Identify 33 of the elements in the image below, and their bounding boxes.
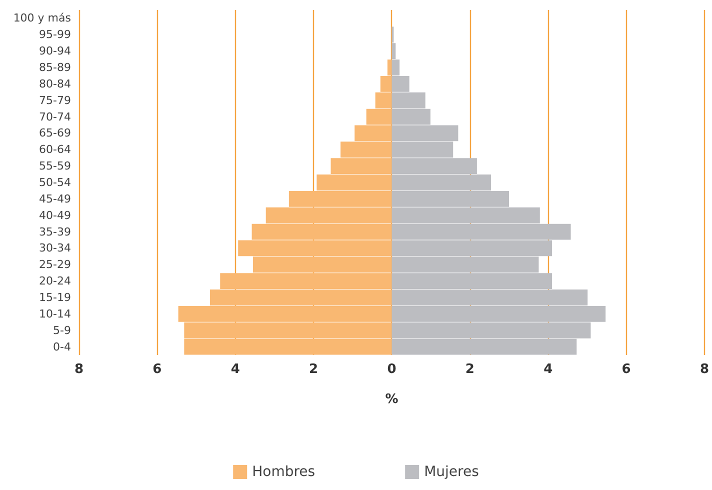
y-tick-label: 65-69 [39,126,71,140]
x-tick-label: 2 [309,362,318,377]
y-tick-label: 85-89 [39,61,71,74]
x-tick-label: 8 [700,362,709,377]
y-tick-label: 10-14 [39,307,71,320]
x-tick-label: 4 [230,362,240,377]
y-tick-label: 95-99 [39,28,71,42]
x-tick-label: 4 [544,362,553,377]
x-tick-label: 0 [387,362,396,377]
x-tick-label: 6 [152,362,162,377]
x-tick-label: 8 [74,362,84,377]
y-tick-label: 90-94 [39,44,71,58]
y-tick-label: 45-49 [39,192,71,206]
legend-label: Mujeres [424,464,479,480]
y-tick-label: 80-84 [39,77,71,90]
legend-label: Hombres [252,464,316,480]
y-tick-label: 15-19 [39,291,71,304]
y-tick-label: 40-49 [39,208,71,222]
y-tick-label: 50-54 [39,176,71,189]
y-tick-label: 5-9 [53,324,71,337]
y-tick-label: 60-64 [39,143,71,156]
y-tick-label: 20-24 [39,274,71,288]
y-tick-label: 25-29 [39,258,71,272]
y-tick-label: 100 y más [13,12,72,25]
x-tick-label: 6 [622,362,631,377]
y-tick-label: 0-4 [53,340,71,354]
y-tick-label: 75-79 [39,94,71,107]
y-tick-label: 30-34 [39,242,71,255]
x-axis-title: % [385,392,398,407]
y-tick-label: 35-39 [39,225,71,238]
x-tick-label: 2 [465,362,474,377]
y-tick-label: 55-59 [39,160,71,173]
y-tick-label: 70-74 [39,110,71,124]
